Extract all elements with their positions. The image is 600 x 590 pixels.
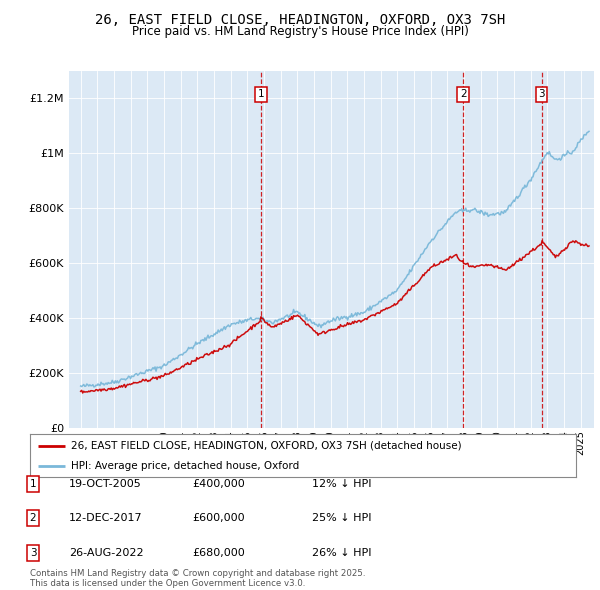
Text: Price paid vs. HM Land Registry's House Price Index (HPI): Price paid vs. HM Land Registry's House …	[131, 25, 469, 38]
Text: 2: 2	[29, 513, 37, 523]
Text: 3: 3	[29, 548, 37, 558]
Text: 12% ↓ HPI: 12% ↓ HPI	[312, 479, 371, 489]
Text: 12-DEC-2017: 12-DEC-2017	[69, 513, 143, 523]
Text: 3: 3	[538, 89, 545, 99]
Text: 1: 1	[29, 479, 37, 489]
Text: 26, EAST FIELD CLOSE, HEADINGTON, OXFORD, OX3 7SH (detached house): 26, EAST FIELD CLOSE, HEADINGTON, OXFORD…	[71, 441, 461, 451]
Text: 26-AUG-2022: 26-AUG-2022	[69, 548, 143, 558]
Text: £680,000: £680,000	[192, 548, 245, 558]
Text: 19-OCT-2005: 19-OCT-2005	[69, 479, 142, 489]
Text: Contains HM Land Registry data © Crown copyright and database right 2025.
This d: Contains HM Land Registry data © Crown c…	[30, 569, 365, 588]
Text: 2: 2	[460, 89, 466, 99]
Text: 26% ↓ HPI: 26% ↓ HPI	[312, 548, 371, 558]
Text: HPI: Average price, detached house, Oxford: HPI: Average price, detached house, Oxfo…	[71, 461, 299, 471]
Text: 25% ↓ HPI: 25% ↓ HPI	[312, 513, 371, 523]
Text: £400,000: £400,000	[192, 479, 245, 489]
Text: 26, EAST FIELD CLOSE, HEADINGTON, OXFORD, OX3 7SH: 26, EAST FIELD CLOSE, HEADINGTON, OXFORD…	[95, 13, 505, 27]
Text: 1: 1	[257, 89, 264, 99]
Text: £600,000: £600,000	[192, 513, 245, 523]
